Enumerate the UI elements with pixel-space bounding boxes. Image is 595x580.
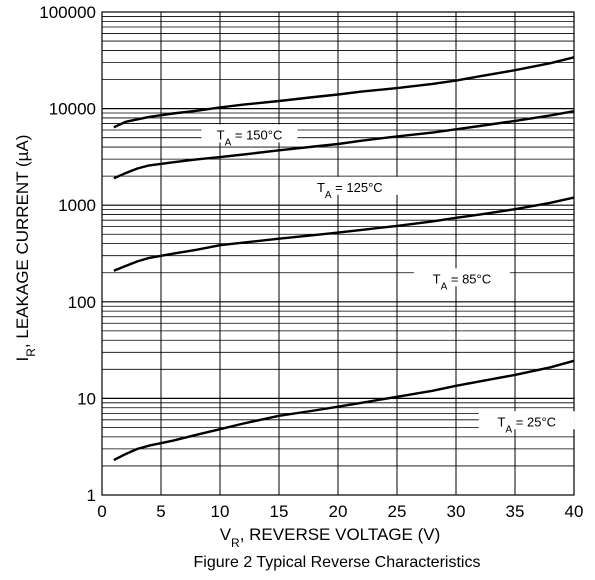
x-tick-label: 10 (211, 502, 230, 521)
x-tick-label: 30 (447, 502, 466, 521)
x-tick-label: 35 (506, 502, 525, 521)
series-label-rest: = 150°C (231, 127, 282, 142)
series-label-rest: = 25°C (512, 414, 556, 429)
series-lines (113, 56, 575, 462)
series-label-bg (201, 124, 298, 143)
y-tick-label: 100000 (39, 3, 96, 22)
series-label: TA = 150°C (217, 127, 283, 148)
series-label-sub: A (325, 189, 332, 200)
x-tick-label: 25 (388, 502, 407, 521)
x-tick-label: 20 (329, 502, 348, 521)
x-tick-label: 0 (97, 502, 106, 521)
series-line (113, 110, 575, 180)
y-tick-labels: 1 10 100 1000 10000 100000 (39, 3, 96, 505)
y-tick-label: 10 (77, 389, 96, 408)
x-axis-title-sub: R (231, 536, 240, 550)
y-axis-title-rest: , LEAKAGE CURRENT (µA) (13, 135, 32, 349)
y-tick-label: 10000 (49, 100, 96, 119)
y-axis-title: IR, LEAKAGE CURRENT (µA) (13, 135, 38, 362)
y-axis-title-sub: R (24, 348, 38, 357)
x-tick-label: 15 (270, 502, 289, 521)
x-tick-labels: 0 5 10 15 20 25 30 35 40 (97, 502, 583, 521)
series-label: TA = 85°C (433, 271, 492, 292)
series-label-rest: = 125°C (332, 180, 383, 195)
series-labels: TA = 150°CTA = 125°CTA = 85°CTA = 25°C (201, 124, 575, 435)
series-label-sub: A (506, 424, 513, 435)
x-tick-label: 40 (565, 502, 584, 521)
series-label-bg (301, 176, 398, 195)
series-label-t: T (498, 414, 506, 429)
series-line (113, 56, 575, 129)
series-label: TA = 25°C (498, 414, 557, 435)
series-label-sub: A (441, 281, 448, 292)
x-tick-label: 5 (156, 502, 165, 521)
x-axis-title-main: V (220, 525, 232, 544)
figure-caption: Figure 2 Typical Reverse Characteristics (194, 554, 481, 571)
plot-frame (101, 11, 575, 496)
y-tick-label: 1 (87, 486, 96, 505)
series-label-t: T (317, 180, 325, 195)
x-axis-title-rest: , REVERSE VOLTAGE (V) (240, 525, 441, 544)
series-label-t: T (217, 127, 225, 142)
series-label-bg (478, 411, 575, 430)
series-line (113, 359, 575, 462)
y-axis-title-main: I (13, 357, 32, 362)
y-tick-label: 100 (68, 293, 96, 312)
x-axis-title: VR, REVERSE VOLTAGE (V) (220, 525, 441, 550)
series-label-sub: A (225, 137, 232, 148)
series-label-rest: = 85°C (447, 271, 491, 286)
series-line (113, 196, 575, 272)
series-label-t: T (433, 271, 441, 286)
series-label-bg (413, 268, 510, 287)
series-label: TA = 125°C (317, 180, 383, 201)
y-tick-label: 1000 (58, 196, 96, 215)
